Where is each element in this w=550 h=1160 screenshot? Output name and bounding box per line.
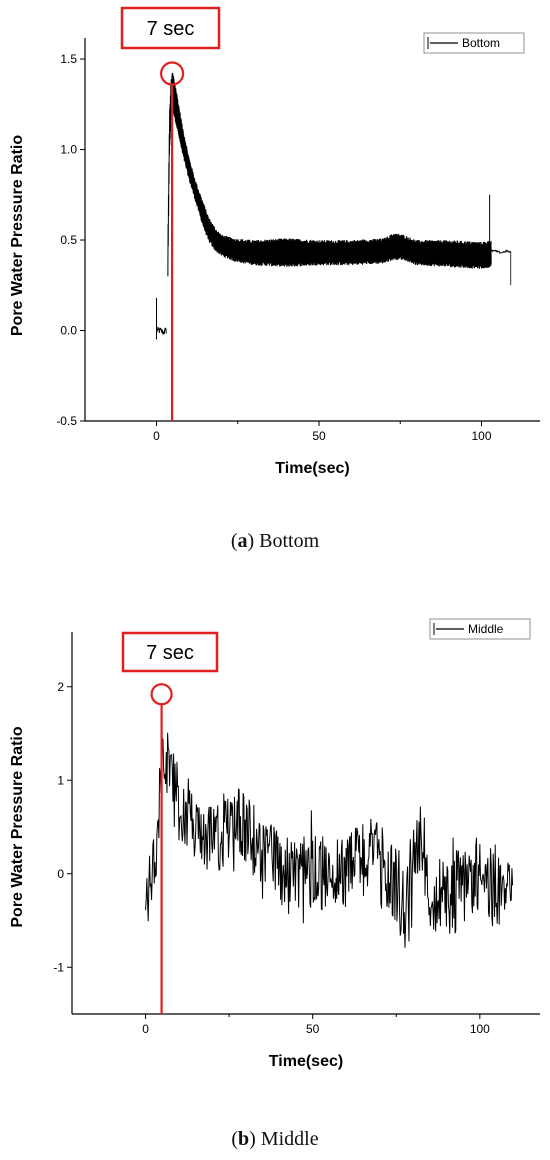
y-tick-label: 0.0	[60, 324, 77, 338]
legend-box	[429, 618, 531, 640]
legend-entry: Middle	[468, 622, 504, 636]
y-tick-label: -1	[53, 960, 64, 974]
y-axis-title: Pore Water Pressure Ratio	[9, 726, 26, 927]
legend-entry: Bottom	[462, 36, 500, 50]
y-tick-label: 1	[57, 773, 64, 787]
caption-text: ) Middle	[249, 1128, 319, 1150]
peak-circle	[150, 683, 173, 706]
callout-label: 7 sec	[146, 642, 194, 664]
y-tick-label: 0	[57, 867, 64, 881]
x-tick-label: 0	[142, 1022, 149, 1036]
plot-area: -0.5 0.0 0.5 1.0 1.5 0 50 100 Time(sec) Pore Wate…	[9, 6, 540, 477]
caption-letter: b	[238, 1128, 250, 1150]
series-line-bottom-tail	[490, 249, 511, 254]
plot-area: -1 0 1 2 0 50 100 Time(sec) Pore Water Pressure …	[9, 618, 540, 1070]
legend-box	[423, 32, 525, 54]
y-tick-label: 1.5	[60, 52, 77, 66]
callout-box	[121, 631, 219, 673]
series-line-middle	[145, 732, 514, 948]
caption-text: ) Bottom	[247, 530, 320, 552]
x-tick-label: 100	[470, 1022, 490, 1036]
x-tick-label: 100	[471, 429, 491, 443]
callout-box	[120, 6, 221, 50]
y-axis-title: Pore Water Pressure Ratio	[9, 135, 26, 336]
caption-middle: (b) Middle	[231, 1128, 319, 1150]
x-axis-title: Time(sec)	[275, 460, 349, 477]
series-line-bottom-baseline	[156, 326, 167, 335]
caption-bottom: (a) Bottom	[230, 530, 320, 552]
y-tick-label: 2	[57, 680, 64, 694]
peak-circle	[160, 61, 185, 86]
x-tick-label: 50	[306, 1022, 320, 1036]
chart-panel-middle: -1 0 1 2 0 50 100 Time(sec) Pore Water Pressure …	[0, 580, 550, 1160]
callout-label: 7 sec	[147, 18, 195, 40]
y-tick-label: -0.5	[56, 414, 77, 428]
chart-middle: -1 0 1 2 0 50 100 Time(sec) Pore Water Pressure …	[9, 618, 540, 1070]
series-line-bottom	[167, 72, 492, 277]
chart-panel-bottom: -0.5 0.0 0.5 1.0 1.5 0 50 100 Time(sec) Pore Wate…	[9, 6, 540, 552]
x-axis-title: Time(sec)	[269, 1053, 343, 1070]
caption-letter: a	[237, 530, 248, 552]
y-tick-label: 1.0	[60, 143, 77, 157]
x-tick-label: 50	[312, 429, 326, 443]
y-tick-label: 0.5	[60, 233, 77, 247]
x-tick-label: 0	[153, 429, 160, 443]
chart-bottom: -0.5 0.0 0.5 1.0 1.5 0 50 100 Time(sec) Pore Wate…	[9, 6, 540, 477]
